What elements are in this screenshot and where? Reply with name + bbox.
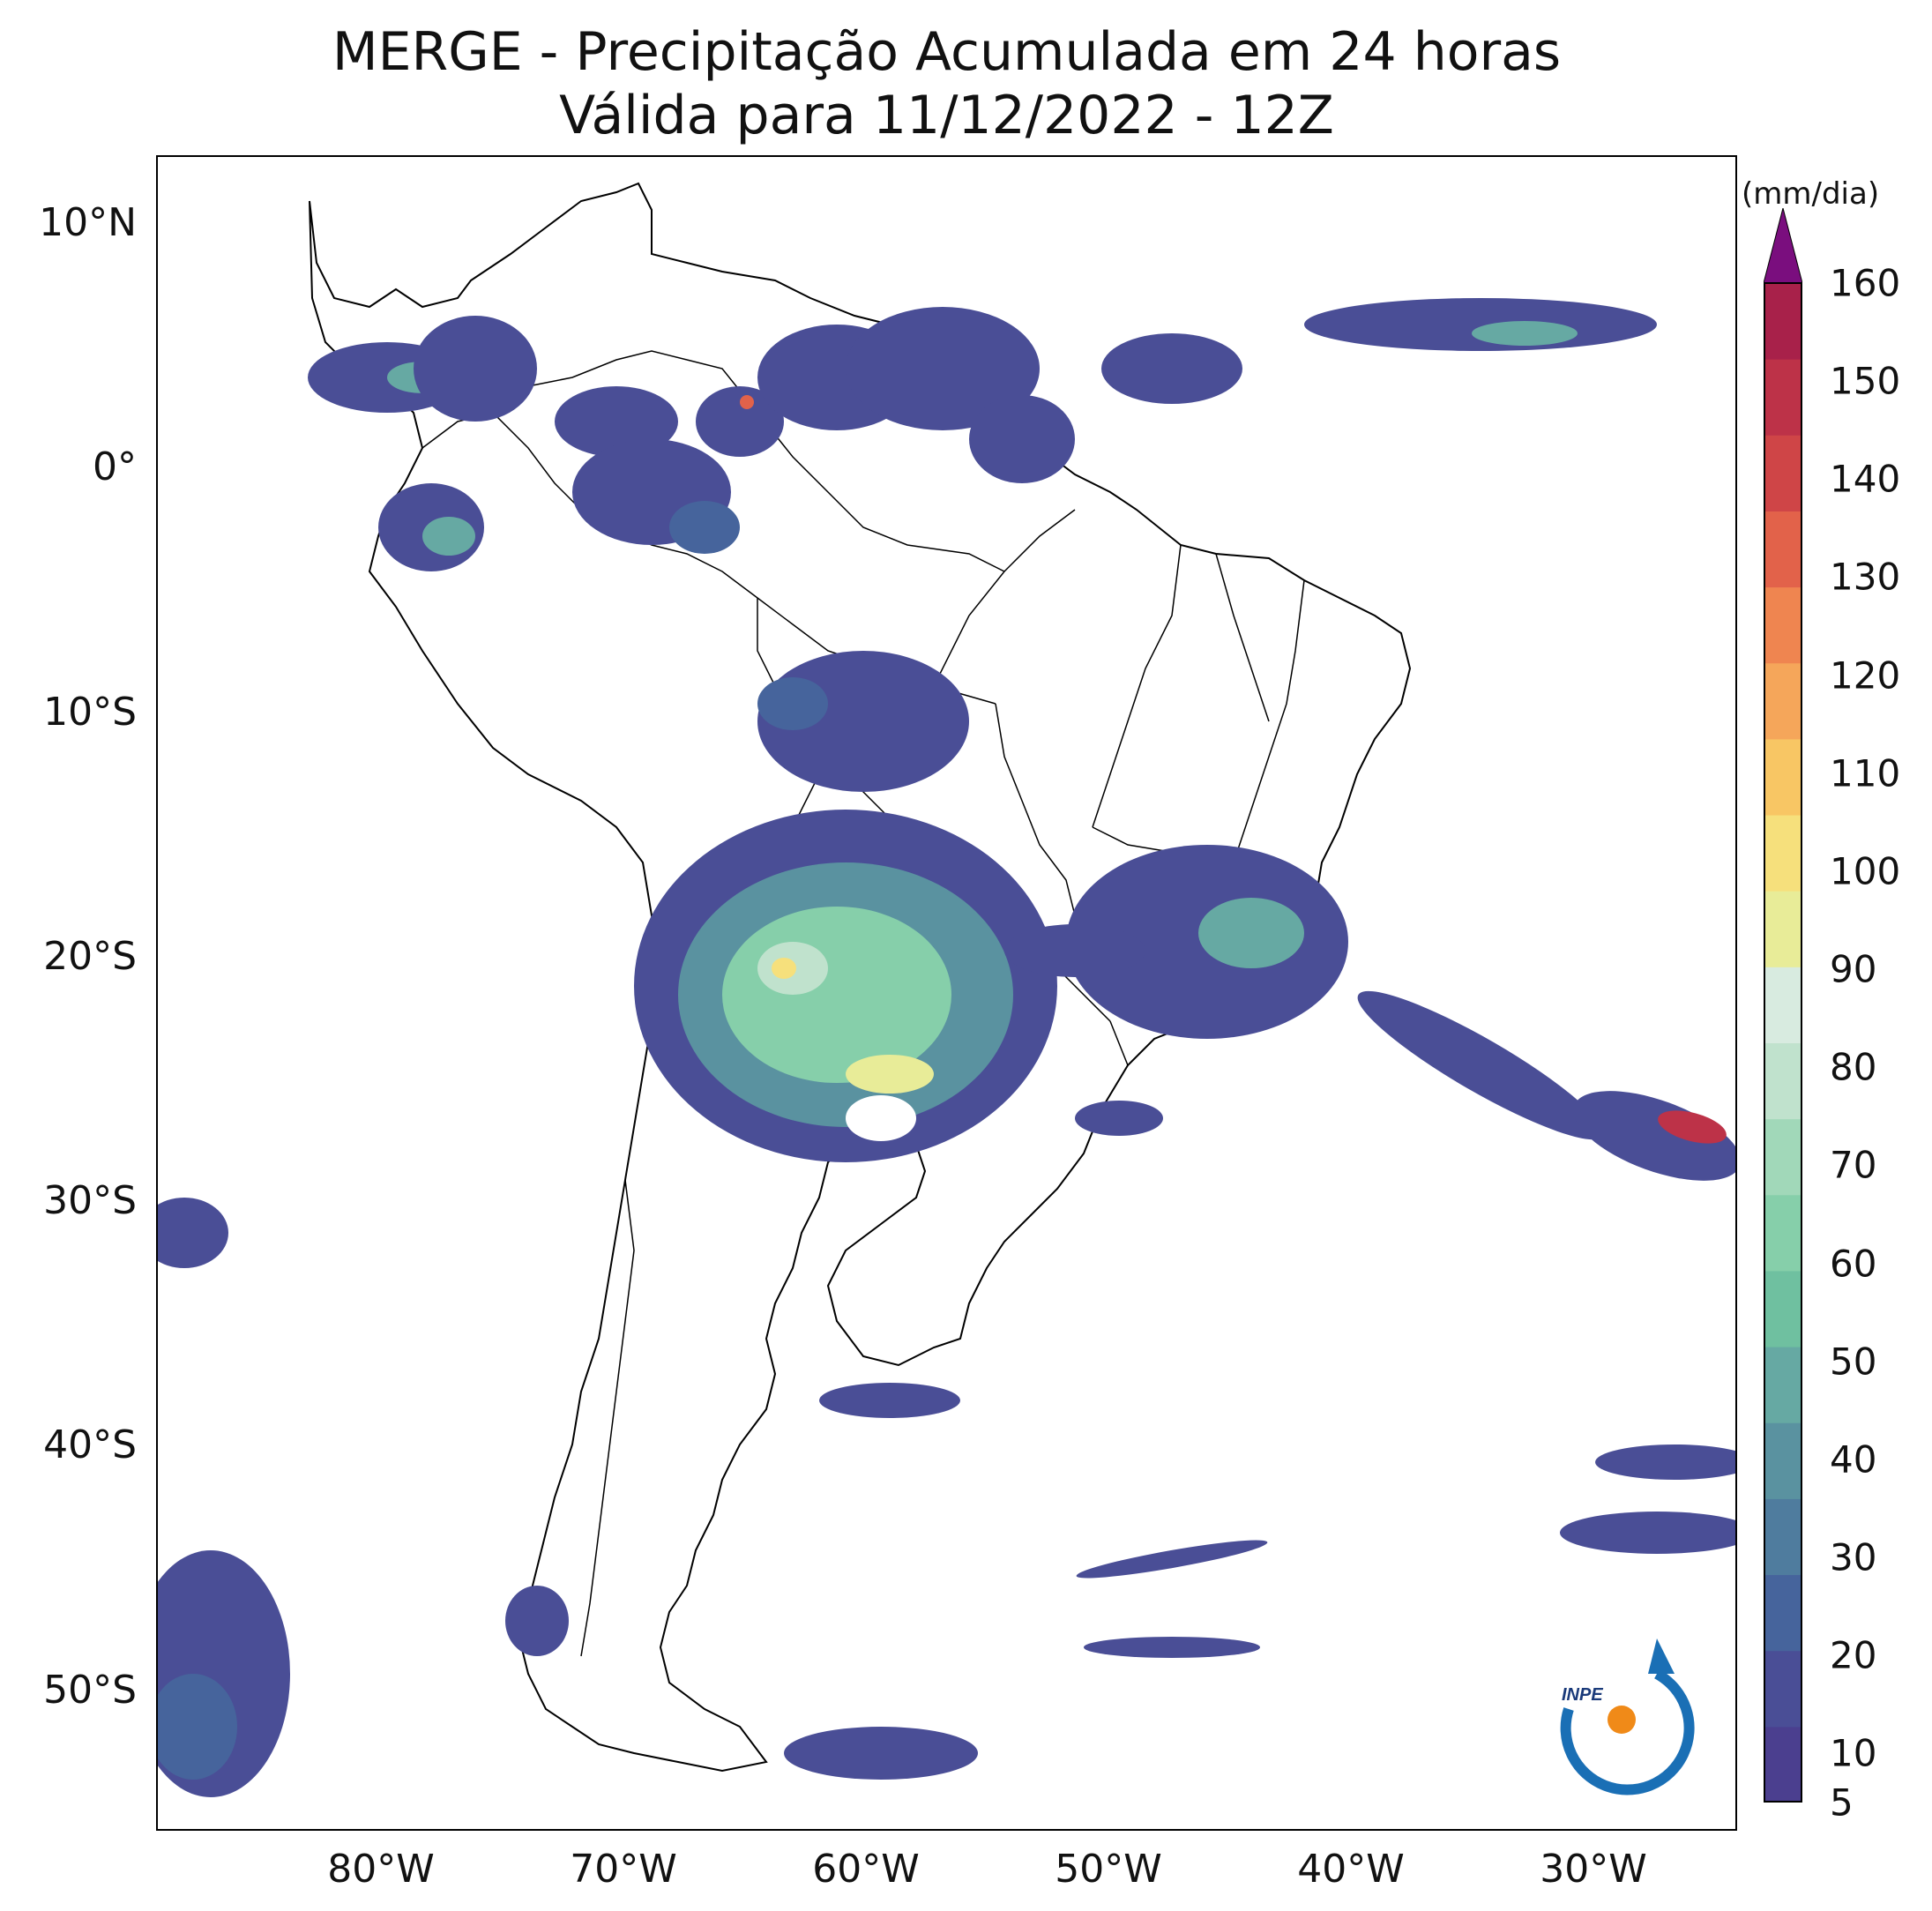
colorbar-tick-label: 120	[1830, 653, 1901, 698]
colorbar-segment	[1764, 1498, 1802, 1576]
colorbar-segment	[1764, 1347, 1802, 1423]
lat-label-20s: 20°S	[43, 934, 137, 979]
colorbar-tick-label: 100	[1830, 849, 1901, 893]
lat-label-30s: 30°S	[43, 1178, 137, 1223]
map-area: INPE	[156, 155, 1737, 1831]
colorbar-segment	[1764, 1118, 1802, 1196]
inpe-logo: INPE	[1560, 1639, 1695, 1795]
colorbar-tick-label: 60	[1830, 1242, 1877, 1286]
colorbar-extend-arrow	[1764, 208, 1802, 284]
colorbar-border	[1764, 282, 1802, 1803]
colorbar-tick-label: 150	[1830, 359, 1901, 403]
colorbar-segment	[1764, 435, 1802, 511]
lat-label-0: 0°	[93, 444, 137, 489]
colorbar-segment	[1764, 1194, 1802, 1272]
lat-label-40s: 40°S	[43, 1422, 137, 1467]
lon-label-50w: 50°W	[1055, 1847, 1162, 1892]
lon-label-30w: 30°W	[1540, 1847, 1647, 1892]
colorbar-tick-label: 40	[1830, 1437, 1877, 1482]
colorbar-tick-label: 20	[1830, 1633, 1877, 1677]
lon-label-70w: 70°W	[570, 1847, 677, 1892]
precipitation-map: INPE	[158, 182, 1735, 1797]
colorbar-segment	[1764, 1574, 1802, 1652]
lat-label-10n: 10°N	[39, 200, 137, 245]
map-title: MERGE - Precipitação Acumulada em 24 hor…	[332, 21, 1562, 83]
colorbar-segment	[1764, 1270, 1802, 1347]
lon-label-80w: 80°W	[327, 1847, 435, 1892]
colorbar-segment	[1764, 1726, 1802, 1803]
colorbar-tick-label: 130	[1830, 555, 1901, 599]
colorbar-tick-label: 160	[1830, 261, 1901, 305]
colorbar-segment	[1764, 359, 1802, 436]
colorbar-tick-label: 90	[1830, 947, 1877, 991]
colorbar-segment	[1764, 1650, 1802, 1728]
colorbar	[1764, 208, 1802, 1803]
map-subtitle: Válida para 11/12/2022 - 12Z	[559, 85, 1334, 146]
lat-label-10s: 10°S	[43, 690, 137, 735]
logo-text: INPE	[1562, 1685, 1603, 1705]
colorbar-segment	[1764, 511, 1802, 588]
colorbar-segment	[1764, 586, 1802, 664]
colorbar-tick-label: 30	[1830, 1535, 1877, 1579]
colorbar-segment	[1764, 1042, 1802, 1120]
colorbar-segment	[1764, 891, 1802, 967]
precipitation-fields	[158, 298, 1735, 1797]
lon-label-60w: 60°W	[812, 1847, 920, 1892]
colorbar-tick-label: 110	[1830, 751, 1901, 795]
colorbar-tick-label: 5	[1830, 1780, 1854, 1825]
colorbar-segment	[1764, 283, 1802, 360]
colorbar-tick-label: 10	[1830, 1731, 1877, 1775]
colorbar-unit: (mm/dia)	[1742, 176, 1880, 212]
lon-label-40w: 40°W	[1297, 1847, 1405, 1892]
lat-label-50s: 50°S	[43, 1668, 137, 1713]
colorbar-segment	[1764, 662, 1802, 740]
colorbar-tick-label: 80	[1830, 1045, 1877, 1089]
colorbar-tick-label: 140	[1830, 457, 1901, 501]
colorbar-tick-label: 70	[1830, 1143, 1877, 1187]
colorbar-segment	[1764, 967, 1802, 1043]
colorbar-tick-label: 50	[1830, 1340, 1877, 1384]
colorbar-segment	[1764, 738, 1802, 816]
colorbar-segment	[1764, 1422, 1802, 1499]
colorbar-segment	[1764, 815, 1802, 892]
